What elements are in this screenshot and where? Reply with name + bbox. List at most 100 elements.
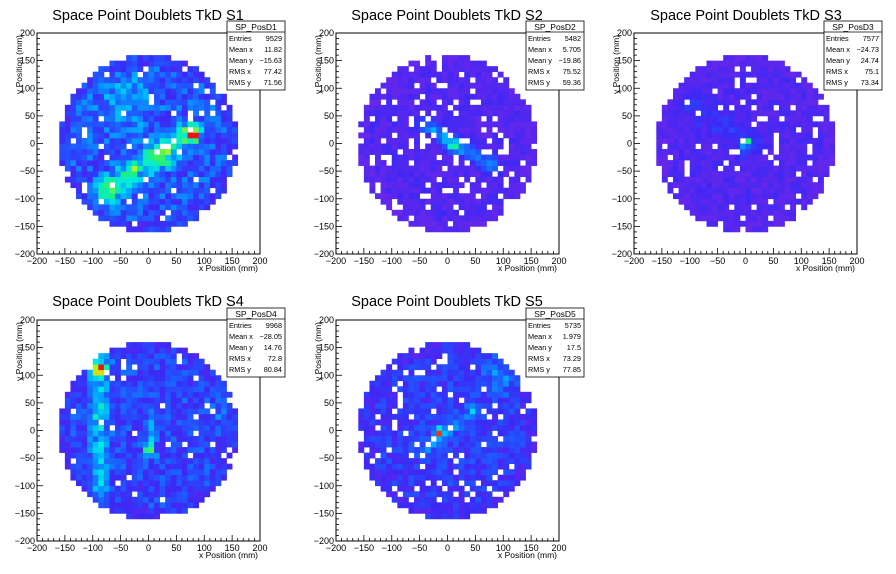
heatmap-bin <box>408 71 415 78</box>
heatmap-bin <box>137 149 144 155</box>
heatmap-bin <box>380 485 387 492</box>
heatmap-bin <box>723 165 730 172</box>
heatmap-bin <box>204 198 211 205</box>
heatmap-bin <box>408 375 415 382</box>
heatmap-bin <box>464 513 471 520</box>
heatmap-bin <box>453 165 459 172</box>
heatmap-bin <box>103 137 110 144</box>
heatmap-bin <box>98 110 105 117</box>
heatmap-bin <box>678 165 685 172</box>
heatmap-bin <box>784 176 791 183</box>
x-tick-label: 100 <box>197 543 212 553</box>
heatmap-bin <box>497 375 504 382</box>
heatmap-bin <box>87 176 94 183</box>
heatmap-bin <box>226 104 233 111</box>
heatmap-bin <box>137 99 144 106</box>
heatmap-bin <box>712 110 718 117</box>
heatmap-bin <box>486 480 493 487</box>
heatmap-bin <box>689 88 696 95</box>
heatmap-bin <box>762 154 769 161</box>
heatmap-bin <box>159 77 166 84</box>
heatmap-bin <box>70 160 77 166</box>
heatmap-bin <box>497 104 504 111</box>
heatmap-bin <box>193 496 200 503</box>
heatmap-bin <box>209 447 216 453</box>
heatmap-bin <box>59 419 66 426</box>
heatmap-bin <box>475 413 482 420</box>
heatmap-bin <box>475 463 482 470</box>
heatmap-bin <box>170 496 177 503</box>
heatmap-bin <box>695 198 702 205</box>
heatmap-bin <box>469 160 476 166</box>
heatmap-bin <box>673 154 679 161</box>
heatmap-bin <box>689 121 696 128</box>
heatmap-bin <box>92 402 99 409</box>
heatmap-bin <box>486 364 493 371</box>
heatmap-bin <box>154 369 160 376</box>
heatmap-bin <box>430 71 437 78</box>
heatmap-bin <box>447 375 454 382</box>
heatmap-bin <box>159 386 166 393</box>
heatmap-bin <box>531 441 538 448</box>
heatmap-bin <box>784 93 791 100</box>
heatmap-bin <box>453 171 459 178</box>
heatmap-bin <box>767 88 774 95</box>
heatmap-bin <box>176 469 183 476</box>
heatmap-bin <box>706 93 713 100</box>
heatmap-bin <box>154 469 160 476</box>
heatmap-bin <box>475 452 482 459</box>
heatmap-bin <box>165 66 172 73</box>
heatmap-bin <box>98 441 105 448</box>
heatmap-bin <box>458 369 465 376</box>
stats-mean-x-value: 1.979 <box>563 332 581 341</box>
heatmap-bin <box>137 436 144 442</box>
heatmap-bin <box>464 463 471 470</box>
heatmap-bin <box>148 436 155 442</box>
heatmap-bin <box>81 452 88 459</box>
heatmap-bin <box>492 358 499 365</box>
heatmap-bin <box>120 386 127 393</box>
heatmap-bin <box>215 121 222 128</box>
heatmap-bin <box>76 193 82 200</box>
heatmap-bin <box>375 463 381 470</box>
heatmap-bin <box>817 126 824 133</box>
heatmap-bin <box>76 176 82 183</box>
heatmap-bin <box>148 458 155 464</box>
heatmap-bin <box>447 182 454 189</box>
heatmap-bin <box>148 171 155 178</box>
heatmap-bin <box>745 193 752 200</box>
heatmap-bin <box>76 419 82 426</box>
heatmap-bin <box>441 502 448 509</box>
heatmap-bin <box>170 220 177 227</box>
heatmap-bin <box>81 469 88 476</box>
heatmap-bin <box>137 182 144 189</box>
heatmap-bin <box>762 132 769 139</box>
heatmap-bin <box>723 104 730 111</box>
heatmap-bin <box>712 160 718 166</box>
heatmap-bin <box>232 408 239 415</box>
heatmap-bin <box>684 121 691 128</box>
heatmap-bin <box>98 458 105 464</box>
heatmap-bin <box>103 182 110 189</box>
heatmap-bin <box>430 115 437 122</box>
heatmap-bin <box>419 408 426 415</box>
heatmap-bin <box>706 187 713 194</box>
heatmap-bin <box>475 66 482 73</box>
heatmap-bin <box>458 93 465 100</box>
stats-mean-y-label: Mean y <box>229 343 253 352</box>
heatmap-bin <box>226 402 233 409</box>
heatmap-bin <box>109 126 116 133</box>
heatmap-bin <box>76 430 82 437</box>
x-axis-label: x Position (mm) <box>199 263 258 273</box>
heatmap-bin <box>98 496 105 503</box>
heatmap-bin <box>436 463 443 470</box>
heatmap-bin <box>92 71 99 78</box>
heatmap-bin <box>469 115 476 122</box>
heatmap-bin <box>369 121 376 128</box>
heatmap-bin <box>436 452 443 459</box>
heatmap-bin <box>728 77 735 84</box>
y-tick-label: 150 <box>20 56 35 66</box>
heatmap-bin <box>148 413 155 420</box>
heatmap-bin <box>441 452 448 459</box>
heatmap-bin <box>165 198 172 205</box>
